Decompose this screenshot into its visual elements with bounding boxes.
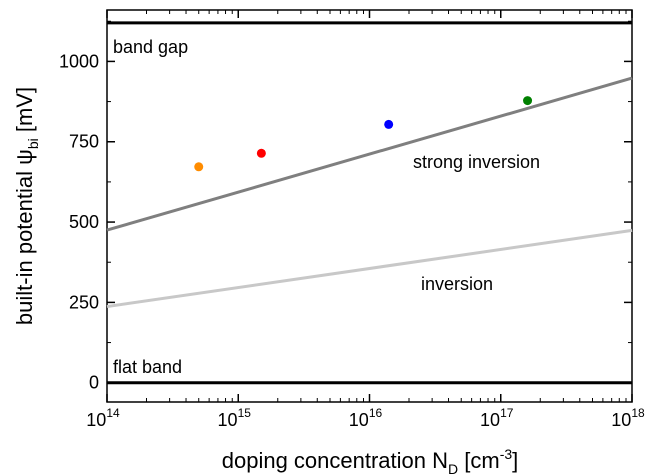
y-axis-label-main: built-in potential ψ <box>12 149 37 325</box>
x-tick-label-exp: 16 <box>369 406 383 420</box>
y-tick-label: 750 <box>69 132 99 152</box>
data-point-1 <box>194 162 204 172</box>
x-tick-label-exp: 15 <box>238 406 252 420</box>
x-tick-label-base: 10 <box>349 410 369 430</box>
strong-inversion-line <box>106 76 633 232</box>
y-axis-label: built-in potential ψbi [mV] <box>12 87 41 325</box>
x-tick-label-exp: 18 <box>631 406 645 420</box>
x-tick-label-base: 10 <box>86 410 106 430</box>
inversion-label: inversion <box>421 274 493 294</box>
y-axis-label-unit: [mV] <box>12 87 37 138</box>
x-axis-label-unit-post: ] <box>512 448 518 473</box>
x-axis-label-unit-sup: -3 <box>500 446 513 462</box>
inversion-line <box>106 228 633 309</box>
x-axis-label-sub: D <box>448 461 458 475</box>
flat-band-label: flat band <box>113 357 182 377</box>
y-tick-label: 0 <box>89 373 99 393</box>
reference-lines <box>107 21 632 385</box>
x-tick-label: 1014 <box>86 406 120 430</box>
strong-inversion-label: strong inversion <box>413 152 540 172</box>
y-tick-label: 500 <box>69 212 99 232</box>
x-tick-label-base: 10 <box>480 410 500 430</box>
x-tick-label-base: 10 <box>611 410 631 430</box>
data-point-3 <box>384 119 394 129</box>
x-tick-label-exp: 14 <box>106 406 120 420</box>
data-point-2 <box>256 148 266 158</box>
x-axis-label: doping concentration ND [cm-3] <box>222 446 519 475</box>
x-tick-label-base: 10 <box>218 410 238 430</box>
x-ticks: 1014 1015 1016 1017 1018 <box>86 10 645 430</box>
x-tick-label: 1018 <box>611 406 645 430</box>
y-axis-label-sub: bi <box>25 138 41 149</box>
y-ticks: 0 250 500 750 1000 <box>59 20 632 393</box>
series-lines <box>106 76 633 309</box>
x-tick-label-exp: 17 <box>500 406 514 420</box>
data-point-4 <box>523 96 533 106</box>
x-tick-label: 1015 <box>218 406 252 430</box>
x-axis-label-main: doping concentration N <box>222 448 448 473</box>
y-tick-label: 250 <box>69 292 99 312</box>
x-tick-label: 1017 <box>480 406 514 430</box>
band-gap-label: band gap <box>113 37 188 57</box>
x-tick-label: 1016 <box>349 406 383 430</box>
x-axis-label-unit-pre: [cm <box>458 448 500 473</box>
y-tick-label: 1000 <box>59 51 99 71</box>
data-points <box>194 96 533 172</box>
